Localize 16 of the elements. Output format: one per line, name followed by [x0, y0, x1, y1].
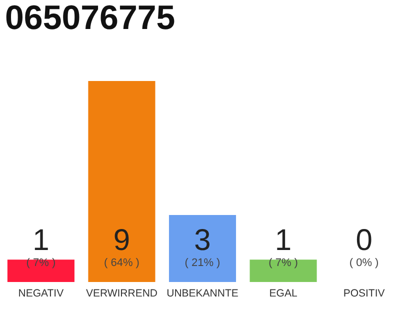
x-tick-label: EGAL: [269, 288, 298, 300]
data-label: 9: [113, 224, 130, 257]
x-tick-label: UNBEKANNTE: [166, 288, 238, 300]
x-tick-label: NEGATIV: [18, 288, 64, 300]
annotation: ( 0% ): [349, 257, 379, 269]
annotation: ( 64% ): [104, 257, 140, 269]
annotation: ( 7% ): [268, 257, 298, 269]
x-tick-label: POSITIV: [343, 288, 385, 300]
annotation: ( 21% ): [184, 257, 220, 269]
data-label: 1: [274, 224, 292, 257]
x-tick-label: VERWIRREND: [86, 288, 158, 300]
data-label: 3: [194, 224, 211, 257]
data-label: 0: [356, 224, 372, 257]
data-label: 1: [32, 224, 50, 257]
annotation: ( 7% ): [26, 257, 56, 269]
chart-title: 065076775: [5, 0, 176, 37]
